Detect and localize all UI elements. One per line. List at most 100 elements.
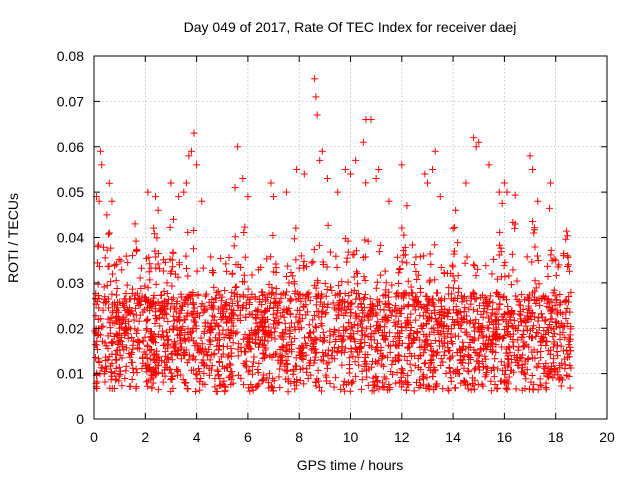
data-point [454, 321, 462, 329]
data-point [170, 215, 178, 223]
data-point [550, 343, 558, 351]
data-point [95, 241, 103, 249]
data-point [530, 380, 538, 388]
data-point [499, 335, 507, 343]
data-point [98, 161, 106, 169]
data-point [306, 297, 314, 305]
data-point [437, 302, 445, 310]
data-point [281, 330, 289, 338]
data-point [174, 346, 182, 354]
data-point [218, 293, 226, 301]
data-point [333, 348, 341, 356]
data-point [429, 295, 437, 303]
data-point [526, 152, 534, 160]
data-point [540, 333, 548, 341]
data-point [240, 359, 248, 367]
data-point [385, 380, 393, 388]
data-point [176, 339, 184, 347]
data-point [344, 379, 352, 387]
data-point [403, 357, 411, 365]
data-point [386, 348, 394, 356]
data-point [395, 269, 403, 277]
data-point [549, 333, 557, 341]
data-point [447, 377, 455, 385]
data-point [546, 367, 554, 375]
data-point [220, 333, 228, 341]
data-point [450, 250, 458, 258]
data-point [499, 294, 507, 302]
data-point [261, 332, 269, 340]
data-point [112, 350, 120, 358]
data-point [437, 361, 445, 369]
data-point [346, 387, 354, 395]
data-point [185, 336, 193, 344]
data-point [501, 371, 509, 379]
data-point [561, 297, 569, 305]
y-axis-label: ROTI / TECUs [5, 193, 21, 283]
data-point [420, 330, 428, 338]
data-point [292, 313, 300, 321]
data-point [284, 262, 292, 270]
data-point [152, 364, 160, 372]
data-point [448, 261, 456, 269]
data-point [217, 315, 225, 323]
data-point [412, 378, 420, 386]
data-point [179, 303, 187, 311]
gridlines [94, 56, 607, 419]
data-point [114, 304, 122, 312]
data-point [276, 332, 284, 340]
data-point [128, 358, 136, 366]
data-point [360, 273, 368, 281]
data-point [271, 324, 279, 332]
data-point [112, 277, 120, 285]
x-tick-labels: 0 2 4 6 8 10 12 14 16 18 20 [90, 429, 615, 445]
data-point [506, 313, 514, 321]
data-point [445, 347, 453, 355]
data-point [107, 338, 115, 346]
data-point [459, 315, 467, 323]
data-point [394, 289, 402, 297]
data-point [412, 316, 420, 324]
data-point [404, 302, 412, 310]
data-point [286, 295, 294, 303]
data-point [194, 290, 202, 298]
data-point [216, 374, 224, 382]
data-point [189, 337, 197, 345]
data-point [132, 237, 140, 245]
data-point [487, 377, 495, 385]
data-point [317, 356, 325, 364]
data-point [547, 350, 555, 358]
data-point [182, 252, 190, 260]
data-point [108, 368, 116, 376]
data-point [93, 378, 101, 386]
data-point [99, 322, 107, 330]
data-point [136, 300, 144, 308]
data-point [523, 366, 531, 374]
data-point [328, 286, 336, 294]
data-point [138, 292, 146, 300]
data-point [110, 333, 118, 341]
data-point [274, 299, 282, 307]
data-point [551, 301, 559, 309]
data-point [183, 359, 191, 367]
data-point [361, 331, 369, 339]
data-point [116, 298, 124, 306]
data-point [423, 179, 431, 187]
data-point [246, 332, 254, 340]
data-point [143, 298, 151, 306]
data-point [553, 306, 561, 314]
data-point [227, 352, 235, 360]
data-point [344, 302, 352, 310]
data-point [354, 280, 362, 288]
data-point [222, 260, 230, 268]
data-point [119, 301, 127, 309]
data-point [545, 372, 553, 380]
data-point [145, 253, 153, 261]
data-point [521, 357, 529, 365]
data-point [190, 227, 198, 235]
data-point [510, 342, 518, 350]
data-point [112, 260, 120, 268]
data-point [184, 309, 192, 317]
data-point [247, 380, 255, 388]
data-point [313, 375, 321, 383]
